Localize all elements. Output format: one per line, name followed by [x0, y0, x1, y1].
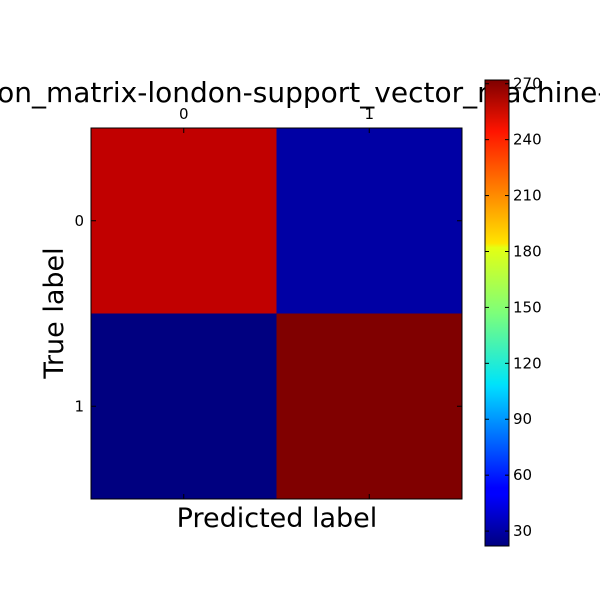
colorbar-tick-label-6: 210: [513, 187, 542, 205]
colorbar-tick-label-4: 150: [513, 298, 542, 316]
y-axis-label: True label: [39, 247, 70, 379]
plot-frame: [90, 127, 463, 500]
colorbar-tick-label-5: 180: [513, 242, 542, 260]
colorbar-ticks: 30 60 90 120 150 180 210 240 270: [485, 75, 542, 540]
colorbar-tick-label-7: 240: [513, 131, 542, 149]
chart-title: confusion_matrix-london-support_vector_m…: [0, 76, 600, 109]
colorbar-tick-label-1: 60: [513, 466, 532, 484]
heatmap-cell-1-1: [276, 313, 462, 499]
heatmap-cell-0-0: [91, 128, 277, 314]
colorbar-tick-label-2: 90: [513, 410, 532, 428]
colorbar-tick-label-8: 270: [513, 75, 542, 93]
colorbar-tick-label-0: 30: [513, 522, 532, 540]
x-tick-label-0: 0: [179, 105, 189, 123]
y-tick-label-0: 0: [74, 212, 84, 230]
colorbar-tick-label-3: 120: [513, 354, 542, 372]
heatmap-cells: [91, 128, 462, 499]
axis-ticks: 0 1 0 1: [74, 105, 462, 499]
heatmap-cell-0-1: [276, 128, 462, 314]
x-axis-label: Predicted label: [177, 503, 378, 534]
x-tick-label-1: 1: [364, 105, 374, 123]
heatmap-cell-1-0: [91, 313, 277, 499]
colorbar: [484, 79, 510, 547]
y-tick-label-1: 1: [74, 397, 84, 415]
